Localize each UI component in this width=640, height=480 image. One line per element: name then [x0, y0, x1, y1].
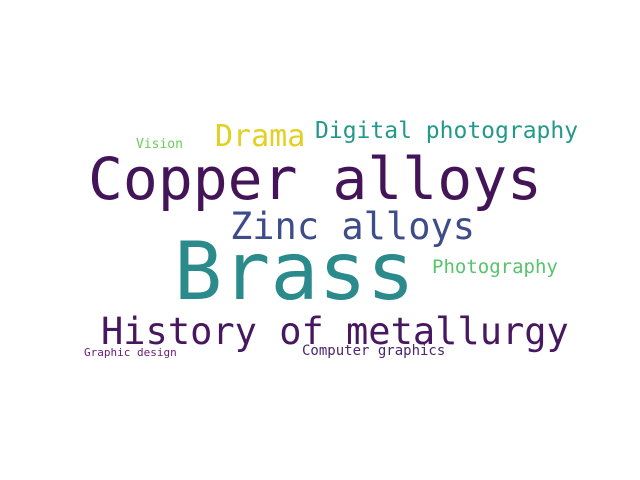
word-vision: Vision [136, 137, 183, 152]
word-graphic-design: Graphic design [84, 346, 177, 359]
word-photography: Photography [432, 256, 558, 278]
word-brass: Brass [174, 225, 415, 318]
word-zinc-alloys: Zinc alloys [230, 205, 476, 248]
word-digital-photography: Digital photography [315, 118, 579, 144]
word-copper-alloys: Copper alloys [88, 145, 542, 213]
word-history-of-metallurgy: History of metallurgy [101, 310, 569, 353]
word-drama: Drama [215, 119, 306, 154]
word-computer-graphics: Computer graphics [302, 343, 446, 359]
